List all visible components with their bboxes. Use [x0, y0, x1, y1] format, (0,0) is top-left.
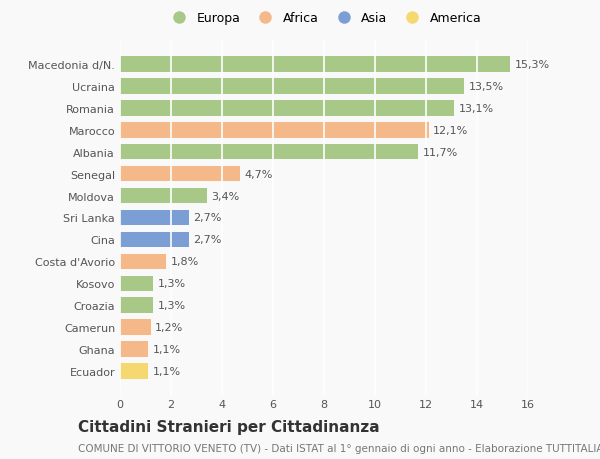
- Text: 1,1%: 1,1%: [152, 344, 181, 354]
- Bar: [120, 254, 166, 269]
- Text: Cittadini Stranieri per Cittadinanza: Cittadini Stranieri per Cittadinanza: [78, 419, 380, 434]
- Bar: [120, 341, 148, 357]
- Text: 2,7%: 2,7%: [193, 235, 222, 245]
- Text: 15,3%: 15,3%: [515, 60, 550, 70]
- Bar: [120, 364, 148, 379]
- Bar: [120, 276, 153, 291]
- Text: 1,3%: 1,3%: [158, 301, 186, 310]
- Bar: [120, 123, 428, 138]
- Text: 1,8%: 1,8%: [170, 257, 199, 267]
- Text: 3,4%: 3,4%: [211, 191, 239, 201]
- Bar: [120, 167, 240, 182]
- Bar: [120, 79, 464, 95]
- Text: 12,1%: 12,1%: [433, 126, 469, 135]
- Text: 2,7%: 2,7%: [193, 213, 222, 223]
- Text: 11,7%: 11,7%: [423, 147, 458, 157]
- Text: 4,7%: 4,7%: [244, 169, 273, 179]
- Text: 13,5%: 13,5%: [469, 82, 504, 92]
- Bar: [120, 57, 510, 73]
- Bar: [120, 319, 151, 335]
- Text: 13,1%: 13,1%: [458, 104, 494, 114]
- Bar: [120, 298, 153, 313]
- Text: 1,2%: 1,2%: [155, 322, 184, 332]
- Text: 1,3%: 1,3%: [158, 279, 186, 289]
- Text: 1,1%: 1,1%: [152, 366, 181, 376]
- Bar: [120, 145, 418, 160]
- Legend: Europa, Africa, Asia, America: Europa, Africa, Asia, America: [166, 12, 482, 25]
- Bar: [120, 210, 189, 226]
- Bar: [120, 189, 206, 204]
- Bar: [120, 101, 454, 117]
- Bar: [120, 232, 189, 247]
- Text: COMUNE DI VITTORIO VENETO (TV) - Dati ISTAT al 1° gennaio di ogni anno - Elabora: COMUNE DI VITTORIO VENETO (TV) - Dati IS…: [78, 443, 600, 453]
